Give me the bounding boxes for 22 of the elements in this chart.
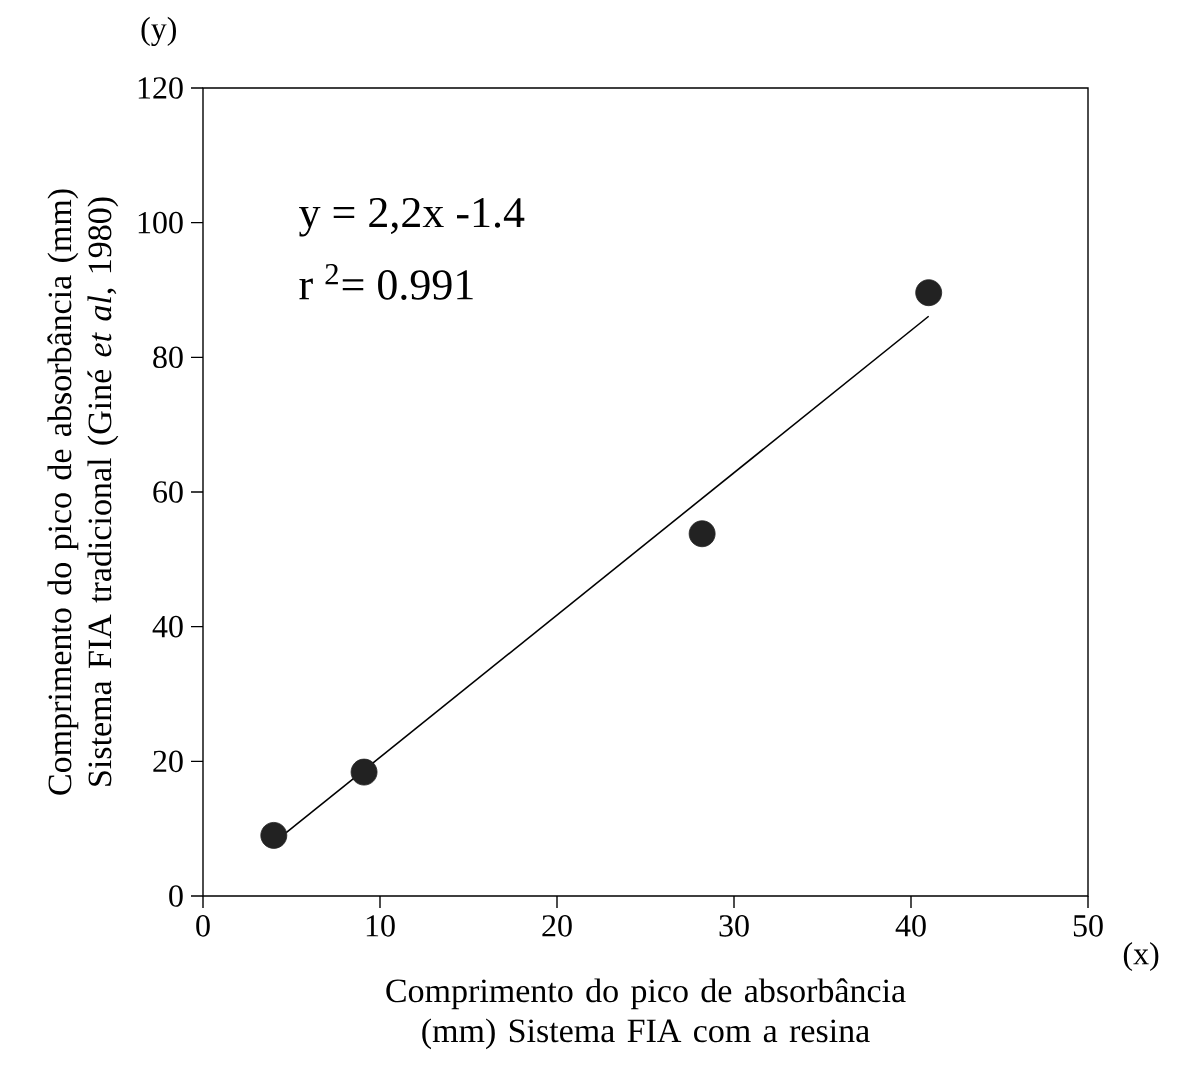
x-tick-label: 40 xyxy=(895,915,926,937)
y-tick-label: 120 xyxy=(138,77,183,99)
x-axis-title: Comprimento do pico de absorbância (mm) Sistema FIA com a resina xyxy=(386,978,906,1050)
point xyxy=(350,758,378,786)
point xyxy=(915,279,943,307)
y-tick-label: 20 xyxy=(153,750,183,773)
y-tick-label: 0 xyxy=(169,885,183,907)
x-tick-label: 20 xyxy=(542,915,572,937)
annotation: r $^{2}$= 0.991 xyxy=(299,263,473,300)
point xyxy=(260,822,288,849)
y-tick-label: 80 xyxy=(153,346,183,369)
y-tick-label: 40 xyxy=(152,615,183,638)
x-tick-label: 50 xyxy=(1073,915,1103,937)
annotation: y = 2,2x -1.4 xyxy=(299,197,525,237)
point xyxy=(688,520,716,548)
y-tick-label: 100 xyxy=(138,211,183,234)
x-tick-label: 10 xyxy=(366,915,395,937)
y-tick-label: 60 xyxy=(153,481,183,503)
x-tick-label: 30 xyxy=(719,915,749,937)
x-tick-label: 0 xyxy=(196,915,210,937)
text: (x) xyxy=(1123,942,1159,972)
text: (y) xyxy=(141,16,176,46)
